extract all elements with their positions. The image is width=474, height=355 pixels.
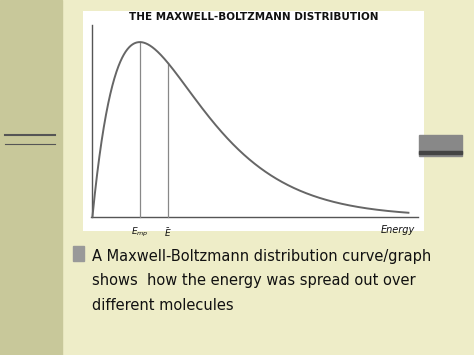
Text: Energy: Energy — [381, 225, 415, 235]
Text: $E_{mp}$: $E_{mp}$ — [131, 226, 149, 239]
Text: shows  how the energy was spread out over: shows how the energy was spread out over — [92, 273, 416, 288]
Text: different molecules: different molecules — [92, 298, 234, 313]
Text: A Maxwell-Boltzmann distribution curve/graph: A Maxwell-Boltzmann distribution curve/g… — [92, 248, 432, 263]
Text: Number of molecules: Number of molecules — [49, 76, 58, 166]
Text: $\bar{E}$: $\bar{E}$ — [164, 226, 172, 239]
Text: THE MAXWELL-BOLTZMANN DISTRIBUTION: THE MAXWELL-BOLTZMANN DISTRIBUTION — [129, 12, 378, 22]
